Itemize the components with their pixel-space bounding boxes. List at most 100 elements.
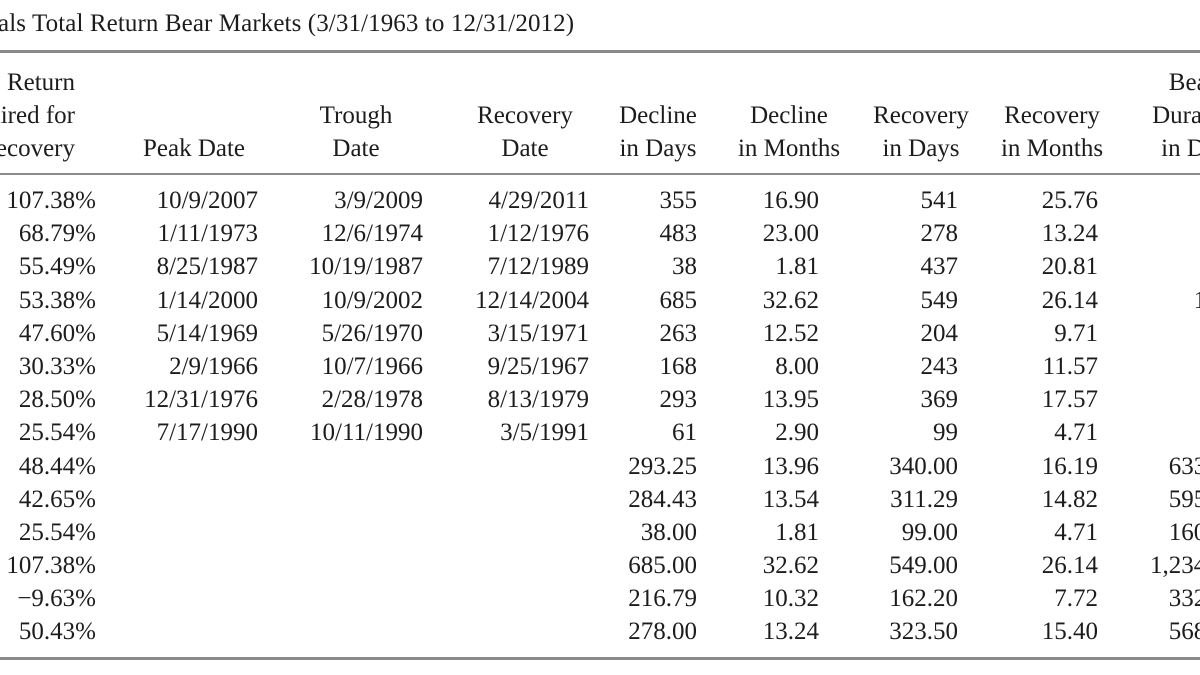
table-cell: 549.00 [889,552,958,580]
table-cell: 549 [920,286,959,314]
table-cell: 204 [920,319,959,347]
table-cell: 13.95 [762,386,819,414]
table-cell: 2.90 [775,419,819,447]
table-cell: 13.24 [1041,220,1098,248]
table-cell: 332.2 [1168,585,1200,613]
table-cell: 107.38% [6,187,96,214]
header-line: Decline [619,102,697,129]
table-cell: 4.71 [1054,518,1098,546]
table-row: 25.54% 7/17/1990 10/11/1990 3/5/1991 61 2.90 9… [0,416,1200,449]
table-row: 28.50% 12/31/1976 2/28/1978 8/13/1979 293 13.… [0,383,1200,416]
bottom-rule [0,657,1200,660]
table-cell: 53.38% [18,286,96,314]
table-cell: 68.79% [18,220,96,248]
table-cell: 7/17/1990 [156,419,258,447]
table-cell: 4/29/2011 [488,187,589,214]
table-cell: 17.57 [1041,386,1098,414]
header-line: Recovery [477,102,573,129]
table-cell: 293.25 [628,452,697,480]
table-cell: 437 [920,253,959,281]
header-line: Decline [750,102,828,129]
table-cell: 55.49% [18,253,96,281]
table-row: −9.63% 216.79 10.32 162.20 7.72 332.2 [0,582,1200,615]
table-cell: 16.19 [1041,452,1098,480]
table-cell: 1/14/2000 [156,286,258,314]
table-row: 25.54% 38.00 1.81 99.00 4.71 160.0 [0,516,1200,549]
table-row: 47.60% 5/14/1969 5/26/1970 3/15/1971 263 12.5… [0,317,1200,350]
table-cell: 10/11/1990 [310,419,423,447]
table-cell: 633.2 [1168,452,1200,480]
table-cell: 32.62 [762,286,819,314]
table-cell: 278.00 [628,618,697,646]
table-cell: 99.00 [901,518,958,546]
table-cell: 568.5 [1168,618,1200,646]
header-line: in Months [737,135,841,162]
table-cell: 1.81 [775,518,819,546]
table-cell: 99 [933,419,958,447]
table-cell: 9.71 [1054,319,1098,347]
table-cell: 11.57 [1042,352,1098,380]
header-line: in Da [1161,135,1200,162]
table-cell: 12/31/1976 [144,386,258,414]
table-row: 50.43% 278.00 13.24 323.50 15.40 568.5 [0,615,1200,648]
header-line: Recovery [1004,102,1100,129]
table-cell: 48.44% [18,452,96,480]
table-cell: 3/9/2009 [334,187,423,214]
table-cell: 30.33% [18,352,96,380]
header-rule [0,173,1200,175]
header-decline-days: Decline in Days [619,99,697,165]
table-cell: 10/9/2002 [321,286,423,314]
table-cell: 50.43% [18,618,96,646]
header-line: Date [501,135,549,162]
table-title: ials Total Return Bear Markets (3/31/196… [0,10,575,37]
table-cell: 243 [920,352,959,380]
table-cell: 25.76 [1041,187,1098,214]
table-cell: 541 [920,187,959,214]
table-cell: 278 [920,220,959,248]
table-cell: 284.43 [628,485,697,513]
table-cell: 14.82 [1041,485,1098,513]
table-cell: 7/12/1989 [487,253,589,281]
top-rule [0,50,1200,53]
table-cell: 483 [659,220,698,248]
header-return-required: Return quired for Recovery [0,66,75,165]
header-recovery-months: Recovery in Months [1001,99,1103,165]
table-cell: 1/11/1973 [157,220,258,248]
table-cell: 685.00 [628,552,697,580]
table-cell: 595.7 [1168,485,1200,513]
table-cell: 26.14 [1041,286,1098,314]
table-cell: 8/13/1979 [487,386,589,414]
table-cell: 20.81 [1041,253,1098,281]
header-bear-duration: Bear Durati in Da [1152,66,1200,165]
table-cell: 5/26/1970 [321,319,423,347]
header-trough-date: Trough Date [320,99,393,165]
table-cell: 38.00 [640,518,697,546]
table-cell: 25.54% [18,518,96,546]
table-cell: 26.14 [1041,552,1098,580]
table-cell: 4.71 [1054,419,1098,447]
table-cell: 216.79 [628,585,697,613]
table-cell: 32.62 [762,552,819,580]
table-cell: 23.00 [762,220,819,248]
table-cell: 1,2 [1193,286,1200,314]
table-row: 107.38% 685.00 32.62 549.00 26.14 1,234.0 [0,549,1200,582]
header-line: in Days [882,135,960,162]
table-cell: 311.29 [890,485,958,513]
table-cell: 369 [920,386,959,414]
table-row: 48.44% 293.25 13.96 340.00 16.19 633.2 [0,450,1200,483]
table-cell: 323.50 [889,618,958,646]
table-cell: 38 [672,253,697,281]
table-cell: 107.38% [6,552,96,580]
table-cell: 16.90 [762,187,819,214]
table-row: 68.79% 1/11/1973 12/6/1974 1/12/1976 483 23.0… [0,217,1200,250]
header-line: Return [6,69,75,96]
header-line: quired for [0,102,75,129]
table-cell: 355 [659,187,698,214]
table-cell: 8/25/1987 [156,253,258,281]
header-line: Trough [319,102,393,129]
header-line: Bear [1168,69,1200,96]
header-line: Durati [1152,102,1200,129]
table-cell: 42.65% [18,485,96,513]
table-cell: 685 [659,286,698,314]
